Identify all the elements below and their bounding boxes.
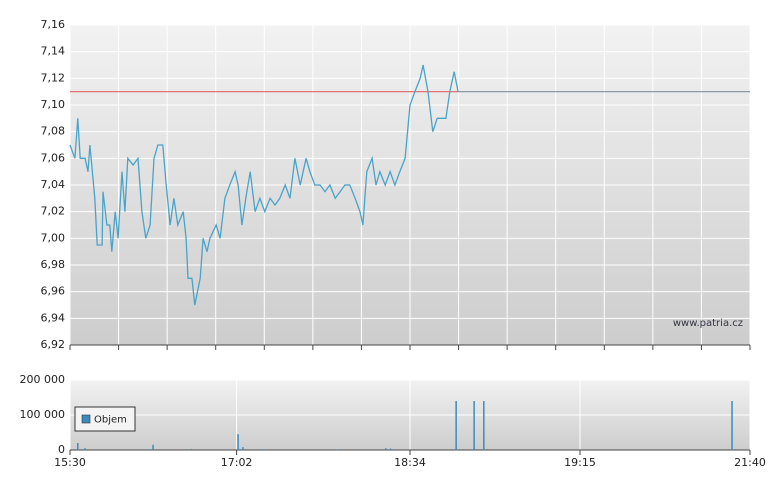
y-tick-label: 6,98 (41, 258, 66, 271)
volume-bar (483, 401, 485, 450)
y-tick-label: 7,04 (41, 178, 66, 191)
volume-bar (473, 401, 475, 450)
y-tick-label: 7,02 (41, 205, 66, 218)
volume-bar (731, 401, 733, 450)
volume-bar (389, 448, 392, 450)
x-tick-label: 18:34 (394, 456, 426, 469)
volume-bar (77, 443, 79, 450)
volume-bar (152, 444, 154, 450)
watermark: www.patria.cz (673, 318, 743, 329)
y-tick-label: 0 (58, 443, 65, 456)
y-tick-label: 7,06 (41, 151, 66, 164)
y-tick-label: 7,10 (41, 98, 66, 111)
volume-bar (242, 447, 244, 450)
x-tick-label: 15:30 (54, 456, 86, 469)
y-tick-label: 6,94 (41, 311, 66, 324)
y-tick-label: 6,96 (41, 285, 66, 298)
y-tick-label: 6,92 (41, 338, 66, 351)
x-tick-label: 19:15 (564, 456, 596, 469)
y-tick-label: 7,08 (41, 125, 66, 138)
legend-swatch (81, 414, 91, 424)
x-tick-label: 21:40 (734, 456, 766, 469)
legend-label: Objem (94, 415, 127, 426)
volume-bar (263, 449, 266, 450)
volume-bar (237, 434, 239, 450)
y-tick-label: 200 000 (20, 373, 66, 386)
y-tick-label: 7,12 (41, 71, 66, 84)
x-tick-label: 17:02 (221, 456, 253, 469)
volume-bar (384, 448, 387, 450)
y-tick-label: 7,14 (41, 45, 66, 58)
volume-bar (84, 448, 86, 450)
y-tick-label: 7,00 (41, 231, 66, 244)
y-tick-label: 7,16 (41, 18, 66, 31)
legend-box (74, 406, 136, 432)
price-line (69, 64, 459, 306)
volume-bar (455, 401, 457, 450)
volume-bar (336, 449, 338, 450)
volume-bar (190, 448, 193, 450)
y-tick-label: 100 000 (20, 408, 66, 421)
